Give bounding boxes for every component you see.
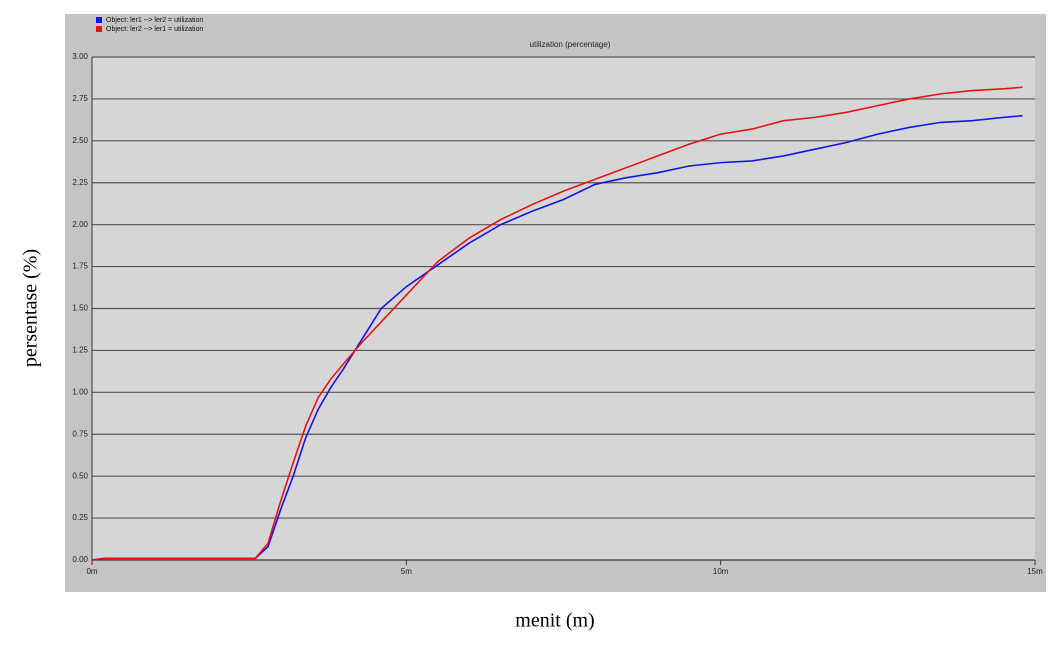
- y-tick-label: 0.00: [72, 555, 88, 564]
- y-tick-label: 0.25: [72, 513, 88, 522]
- x-axis-label: menit (m): [515, 610, 594, 632]
- legend-swatch: [96, 26, 102, 32]
- y-tick-label: 2.25: [72, 178, 88, 187]
- y-tick-label: 1.25: [72, 346, 88, 355]
- y-tick-label: 0.50: [72, 471, 88, 480]
- x-tick-label: 0m: [86, 567, 97, 576]
- y-tick-label: 2.00: [72, 220, 88, 229]
- y-tick-label: 2.75: [72, 94, 88, 103]
- y-tick-label: 0.75: [72, 429, 88, 438]
- legend-label: Object: ler1 --> ler2 = utilization: [106, 17, 203, 24]
- y-tick-label: 1.00: [72, 387, 88, 396]
- y-axis-label: persentase (%): [20, 249, 42, 367]
- chart: utilization (percentage) menit (m) perse…: [0, 0, 1049, 640]
- legend-swatch: [96, 17, 102, 23]
- x-tick-label: 10m: [713, 567, 729, 576]
- chart-title: utilization (percentage): [530, 40, 611, 49]
- x-tick-label: 15m: [1027, 567, 1043, 576]
- y-tick-label: 1.75: [72, 262, 88, 271]
- y-tick-label: 3.00: [72, 52, 88, 61]
- legend-label: Object: ler2 --> ler1 = utilization: [106, 26, 203, 33]
- x-tick-label: 5m: [401, 567, 412, 576]
- y-tick-label: 1.50: [72, 304, 88, 313]
- y-tick-label: 2.50: [72, 136, 88, 145]
